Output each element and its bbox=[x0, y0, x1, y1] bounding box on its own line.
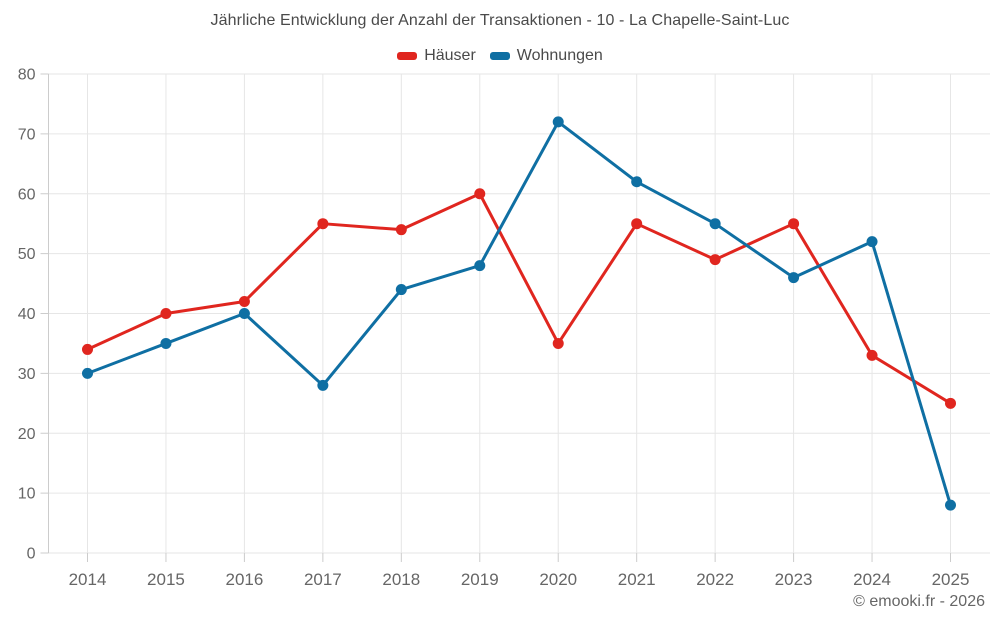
svg-text:60: 60 bbox=[18, 186, 36, 203]
svg-text:40: 40 bbox=[18, 306, 36, 323]
svg-text:50: 50 bbox=[18, 246, 36, 263]
data-point bbox=[631, 218, 643, 230]
svg-text:2018: 2018 bbox=[382, 570, 420, 589]
svg-text:2025: 2025 bbox=[932, 570, 970, 589]
axis-ticks bbox=[40, 73, 951, 562]
svg-text:2017: 2017 bbox=[304, 570, 342, 589]
legend-swatch-icon bbox=[397, 52, 418, 60]
y-axis-labels: 0 10 20 30 40 50 60 70 80 bbox=[18, 67, 36, 563]
svg-text:2021: 2021 bbox=[618, 570, 656, 589]
data-point bbox=[945, 397, 956, 409]
series-line-hauser bbox=[82, 188, 956, 409]
data-point bbox=[552, 116, 564, 128]
legend-swatch-icon bbox=[489, 52, 510, 60]
data-point bbox=[709, 218, 721, 230]
data-point bbox=[709, 254, 721, 266]
data-point bbox=[866, 236, 878, 248]
data-point bbox=[552, 337, 564, 349]
svg-text:2020: 2020 bbox=[539, 570, 577, 589]
gridlines bbox=[48, 73, 990, 554]
data-point bbox=[82, 343, 93, 355]
svg-text:2022: 2022 bbox=[696, 570, 734, 589]
data-point bbox=[317, 218, 329, 230]
series-line-wohnungen bbox=[82, 116, 956, 511]
data-point bbox=[160, 308, 172, 319]
svg-text:2019: 2019 bbox=[461, 570, 499, 589]
legend-item-wohnungen[interactable]: Wohnungen bbox=[489, 47, 603, 65]
data-point bbox=[474, 188, 486, 200]
legend-label: Wohnungen bbox=[516, 47, 603, 64]
svg-text:2014: 2014 bbox=[69, 570, 107, 589]
svg-text:20: 20 bbox=[18, 426, 36, 443]
data-point bbox=[82, 367, 93, 379]
svg-text:2023: 2023 bbox=[775, 570, 813, 589]
svg-text:30: 30 bbox=[18, 366, 36, 383]
svg-text:0: 0 bbox=[27, 546, 36, 563]
chart-title: Jährliche Entwicklung der Anzahl der Tra… bbox=[210, 12, 790, 29]
data-point bbox=[474, 260, 486, 272]
data-point bbox=[317, 379, 329, 391]
data-point bbox=[395, 224, 407, 236]
data-point bbox=[866, 349, 878, 361]
svg-text:2024: 2024 bbox=[853, 570, 891, 589]
data-point bbox=[395, 284, 407, 296]
data-point bbox=[160, 337, 172, 349]
svg-text:2015: 2015 bbox=[147, 570, 185, 589]
data-point bbox=[788, 272, 800, 284]
svg-text:2016: 2016 bbox=[225, 570, 263, 589]
svg-text:80: 80 bbox=[18, 67, 36, 84]
legend-label: Häuser bbox=[424, 47, 476, 64]
data-point bbox=[945, 499, 956, 511]
x-axis-labels: 2014 2015 2016 2017 2018 2019 2020 2021 2022 2023… bbox=[69, 570, 970, 589]
data-point bbox=[238, 296, 250, 308]
svg-text:10: 10 bbox=[18, 486, 36, 503]
chart-legend: Häuser Wohnungen bbox=[0, 47, 1000, 65]
copyright-footer: © emooki.fr - 2026 bbox=[853, 593, 985, 610]
legend-item-hauser[interactable]: Häuser bbox=[397, 47, 476, 65]
data-point bbox=[238, 308, 250, 319]
data-point bbox=[631, 176, 643, 188]
svg-text:70: 70 bbox=[18, 126, 36, 143]
data-point bbox=[788, 218, 800, 230]
